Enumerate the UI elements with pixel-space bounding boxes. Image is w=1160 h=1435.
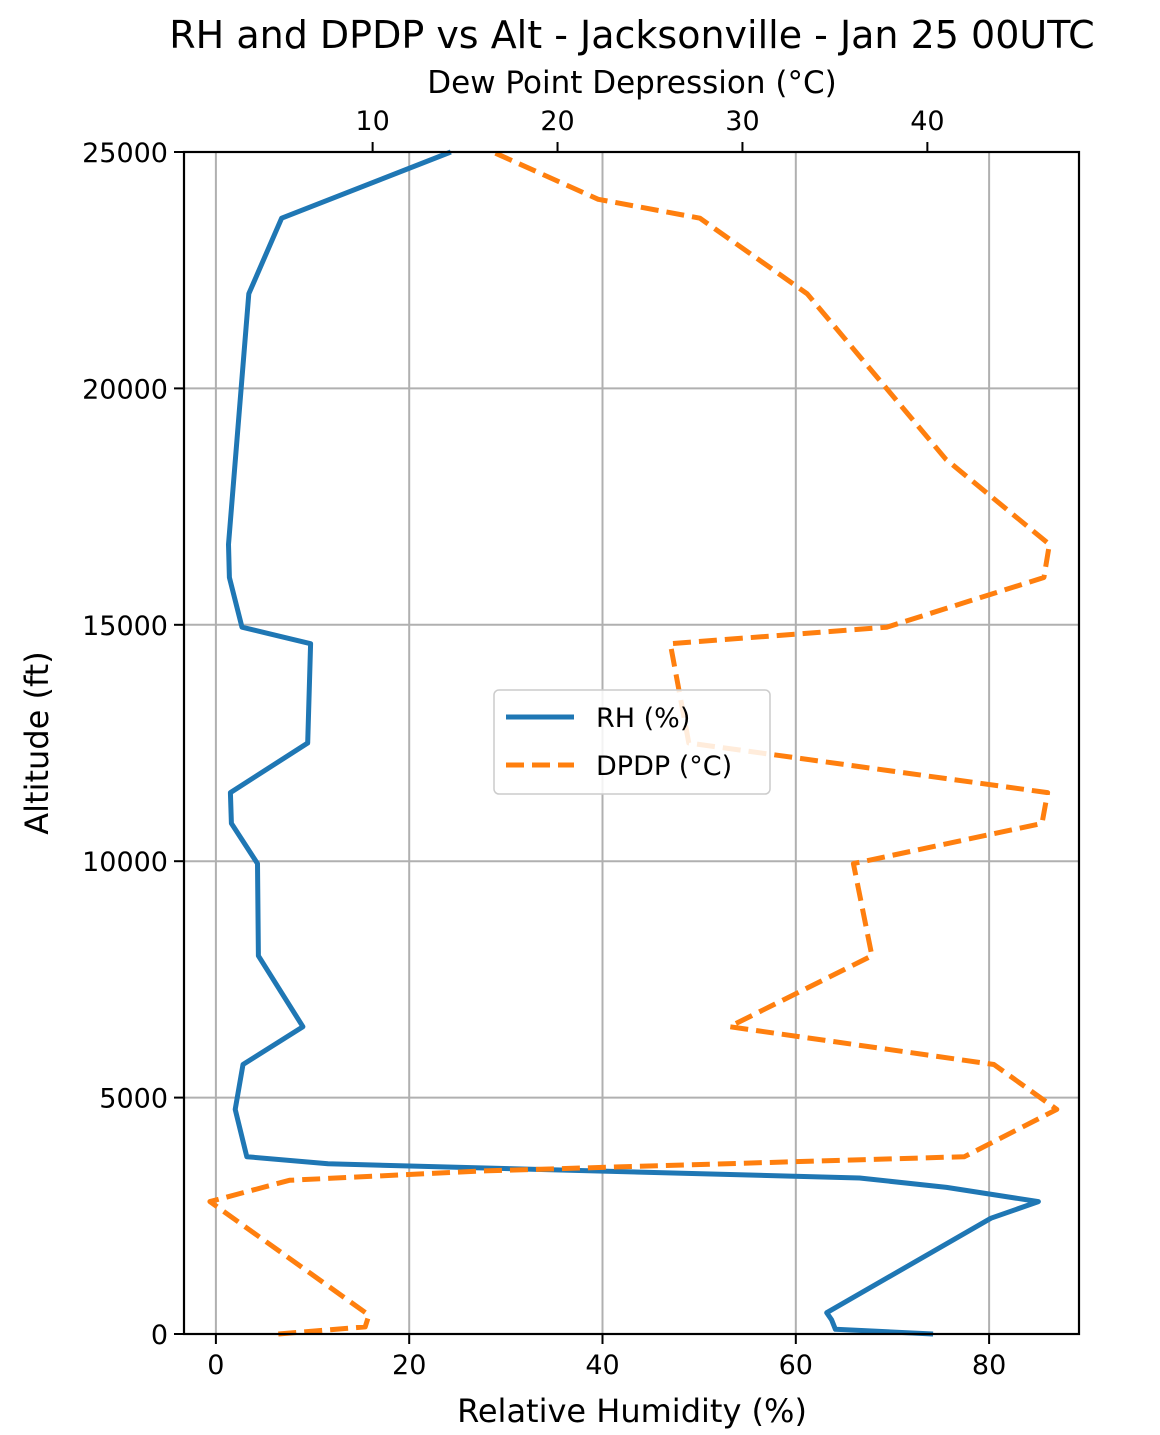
y-tick-label: 15000 (82, 611, 168, 642)
y-tick-label: 25000 (82, 138, 168, 169)
y-tick-label: 5000 (99, 1084, 168, 1115)
x-tick-label: 20 (392, 1350, 426, 1381)
y-axis-label: Altitude (ft) (18, 651, 56, 834)
top-x-tick-label: 20 (540, 106, 574, 137)
x-tick-label: 40 (585, 1350, 619, 1381)
rh-series-line (226, 149, 1041, 1337)
dpdp-series-line (207, 149, 1060, 1337)
y-tick-label: 20000 (82, 374, 168, 405)
legend-label-dpdp: DPDP (°C) (596, 751, 732, 782)
plot-frame (182, 150, 1081, 1336)
x-axis-label: Relative Humidity (%) (457, 1392, 807, 1430)
legend: RH (%) DPDP (°C) (493, 689, 771, 795)
chart-title: RH and DPDP vs Alt - Jacksonville - Jan … (169, 13, 1094, 57)
top-x-tick-label: 40 (910, 106, 944, 137)
top-x-tick-label: 30 (725, 106, 759, 137)
y-tick-label: 10000 (82, 847, 168, 878)
legend-label-rh: RH (%) (596, 703, 690, 734)
x-tick-label: 80 (972, 1350, 1006, 1381)
x-tick-label: 0 (207, 1350, 224, 1381)
top-axis-label: Dew Point Depression (°C) (427, 65, 836, 101)
series-layer (207, 149, 1060, 1337)
y-tick-label: 0 (151, 1320, 168, 1351)
tick-layer: 0 20 40 60 80 0 5000 10000 15000 20000 25000 10 20 30… (82, 106, 1006, 1381)
x-tick-label: 60 (779, 1350, 813, 1381)
top-x-tick-label: 10 (355, 106, 389, 137)
